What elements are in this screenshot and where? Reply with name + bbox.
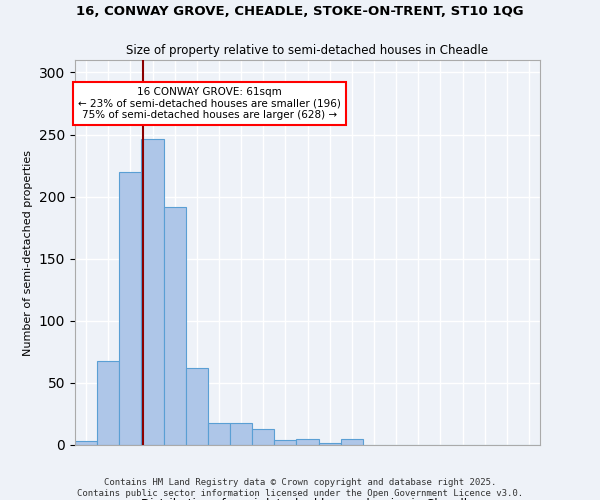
X-axis label: Distribution of semi-detached houses by size in Cheadle: Distribution of semi-detached houses by … [141, 498, 474, 500]
Bar [274, 440, 296, 445]
Bar [341, 439, 363, 445]
Text: Contains HM Land Registry data © Crown copyright and database right 2025.
Contai: Contains HM Land Registry data © Crown c… [77, 478, 523, 498]
Bar [164, 206, 186, 445]
Bar [296, 439, 319, 445]
Bar [119, 172, 142, 445]
Bar [208, 422, 230, 445]
Bar [230, 422, 252, 445]
Bar [75, 442, 97, 445]
Bar [97, 360, 119, 445]
Bar [319, 442, 341, 445]
Y-axis label: Number of semi-detached properties: Number of semi-detached properties [23, 150, 34, 356]
Bar [252, 429, 274, 445]
Title: Size of property relative to semi-detached houses in Cheadle: Size of property relative to semi-detach… [127, 44, 488, 58]
Text: 16, CONWAY GROVE, CHEADLE, STOKE-ON-TRENT, ST10 1QG: 16, CONWAY GROVE, CHEADLE, STOKE-ON-TREN… [76, 5, 524, 18]
Bar [186, 368, 208, 445]
Text: 16 CONWAY GROVE: 61sqm
← 23% of semi-detached houses are smaller (196)
75% of se: 16 CONWAY GROVE: 61sqm ← 23% of semi-det… [79, 87, 341, 120]
Bar [142, 140, 164, 445]
